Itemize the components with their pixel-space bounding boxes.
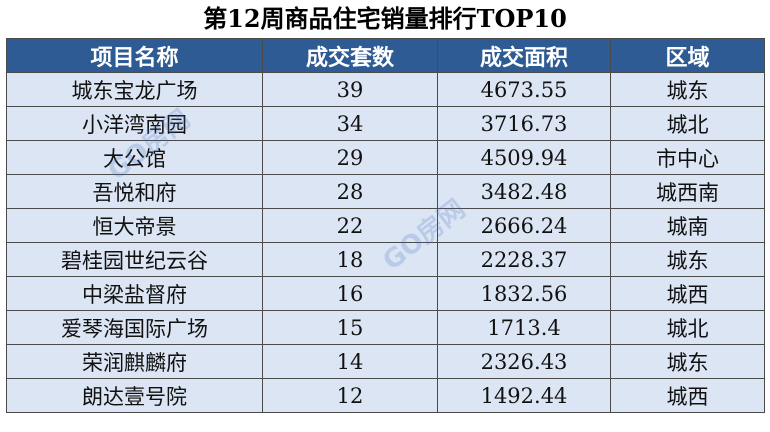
header-units-sold: 成交套数 bbox=[262, 38, 438, 73]
table-row: 碧桂园世纪云谷 18 2228.37 城东 bbox=[6, 242, 765, 277]
cell-district: 城北 bbox=[610, 310, 765, 345]
table-header-row: 项目名称 成交套数 成交面积 区域 bbox=[6, 38, 765, 73]
cell-units-sold: 12 bbox=[262, 378, 438, 413]
cell-area-sold: 3716.73 bbox=[437, 106, 611, 141]
cell-project-name: 恒大帝景 bbox=[6, 208, 263, 243]
cell-area-sold: 4509.94 bbox=[437, 140, 611, 175]
cell-project-name: 碧桂园世纪云谷 bbox=[6, 242, 263, 277]
cell-district: 城西 bbox=[610, 378, 765, 413]
cell-units-sold: 16 bbox=[262, 276, 438, 311]
cell-district: 城东 bbox=[610, 242, 765, 277]
cell-project-name: 小洋湾南园 bbox=[6, 106, 263, 141]
cell-project-name: 吾悦和府 bbox=[6, 174, 263, 209]
cell-units-sold: 28 bbox=[262, 174, 438, 209]
cell-units-sold: 15 bbox=[262, 310, 438, 345]
table-row: 朗达壹号院 12 1492.44 城西 bbox=[6, 378, 765, 413]
cell-project-name: 大公馆 bbox=[6, 140, 263, 175]
cell-district: 城南 bbox=[610, 208, 765, 243]
cell-units-sold: 39 bbox=[262, 72, 438, 107]
header-area-sold: 成交面积 bbox=[437, 38, 611, 73]
cell-project-name: 朗达壹号院 bbox=[6, 378, 263, 413]
cell-project-name: 爱琴海国际广场 bbox=[6, 310, 263, 345]
cell-project-name: 中梁盐督府 bbox=[6, 276, 263, 311]
cell-district: 城东 bbox=[610, 72, 765, 107]
cell-district: 市中心 bbox=[610, 140, 765, 175]
cell-district: 城西 bbox=[610, 276, 765, 311]
cell-area-sold: 2666.24 bbox=[437, 208, 611, 243]
table-row: 爱琴海国际广场 15 1713.4 城北 bbox=[6, 310, 765, 345]
cell-district: 城东 bbox=[610, 344, 765, 379]
header-district: 区域 bbox=[610, 38, 765, 73]
table-row: 中梁盐督府 16 1832.56 城西 bbox=[6, 276, 765, 311]
cell-area-sold: 1832.56 bbox=[437, 276, 611, 311]
cell-area-sold: 1492.44 bbox=[437, 378, 611, 413]
cell-units-sold: 34 bbox=[262, 106, 438, 141]
cell-area-sold: 1713.4 bbox=[437, 310, 611, 345]
cell-project-name: 荣润麒麟府 bbox=[6, 344, 263, 379]
table-row: 恒大帝景 22 2666.24 城南 bbox=[6, 208, 765, 243]
table-row: 小洋湾南园 34 3716.73 城北 bbox=[6, 106, 765, 141]
table-row: 吾悦和府 28 3482.48 城西南 bbox=[6, 174, 765, 209]
cell-project-name: 城东宝龙广场 bbox=[6, 72, 263, 107]
cell-units-sold: 18 bbox=[262, 242, 438, 277]
cell-area-sold: 2228.37 bbox=[437, 242, 611, 277]
cell-area-sold: 2326.43 bbox=[437, 344, 611, 379]
header-project-name: 项目名称 bbox=[6, 38, 263, 73]
table-row: 荣润麒麟府 14 2326.43 城东 bbox=[6, 344, 765, 379]
cell-units-sold: 22 bbox=[262, 208, 438, 243]
cell-units-sold: 14 bbox=[262, 344, 438, 379]
cell-district: 城西南 bbox=[610, 174, 765, 209]
cell-units-sold: 29 bbox=[262, 140, 438, 175]
table-row: 大公馆 29 4509.94 市中心 bbox=[6, 140, 765, 175]
table-row: 城东宝龙广场 39 4673.55 城东 bbox=[6, 72, 765, 107]
page-title: 第12周商品住宅销量排行TOP10 bbox=[203, 4, 567, 33]
cell-district: 城北 bbox=[610, 106, 765, 141]
sales-table: 项目名称 成交套数 成交面积 区域 城东宝龙广场 39 4673.55 城东 小… bbox=[6, 38, 765, 413]
cell-area-sold: 4673.55 bbox=[437, 72, 611, 107]
cell-area-sold: 3482.48 bbox=[437, 174, 611, 209]
